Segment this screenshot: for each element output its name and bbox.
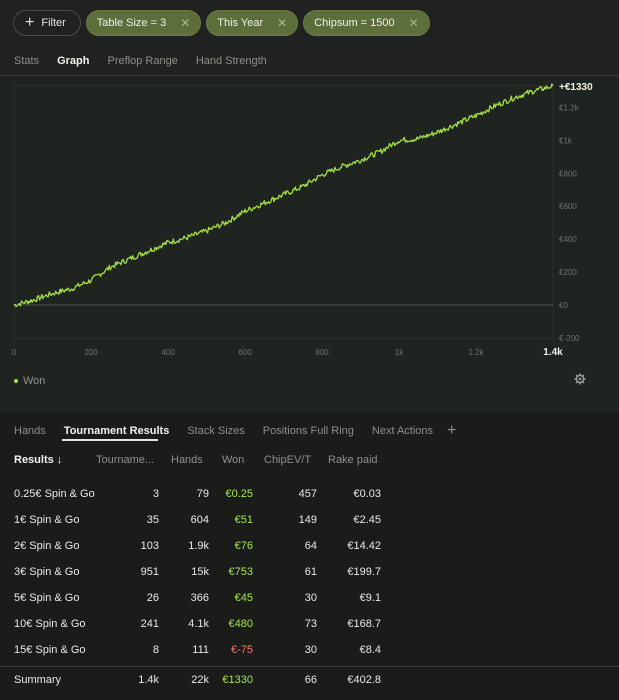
tab-stats[interactable]: Stats (14, 55, 40, 67)
y-tick-label: €400 (559, 235, 577, 244)
x-tick-label: 200 (84, 348, 98, 357)
tab-next-actions[interactable]: Next Actions (371, 425, 434, 437)
plot-frame (13, 85, 554, 339)
chart-tabs: Stats Graph Preflop Range Hand Strength (14, 55, 267, 67)
y-tick-label: €600 (559, 202, 577, 211)
filter-chip-chipsum[interactable]: Chipsum = 1500 ✕ (303, 10, 430, 36)
close-icon[interactable]: ✕ (277, 16, 288, 30)
y-tick-label: €200 (559, 268, 577, 277)
tab-tournament-results[interactable]: Tournament Results (63, 425, 170, 437)
summary-row: Summary 1.4k 22k €1330 66 €402.8 (14, 674, 381, 686)
col-rake[interactable]: Rake paid (328, 454, 378, 466)
x-tick-label: 400 (161, 348, 175, 357)
tab-stack-sizes[interactable]: Stack Sizes (187, 425, 245, 437)
col-tournaments[interactable]: Tourname... (96, 454, 155, 466)
x-tick-label: 1.4k (543, 347, 563, 358)
x-tick-label: 0 (12, 348, 17, 357)
filter-chip-label: This Year (217, 17, 264, 29)
filter-bar: + Filter Table Size = 3 ✕ This Year ✕ Ch… (13, 10, 430, 36)
tab-hands[interactable]: Hands (14, 425, 46, 437)
table-row[interactable]: 15€ Spin & Go 8 111 €-75 30 €8.4 (14, 644, 381, 656)
table-row[interactable]: 3€ Spin & Go 951 15k €753 61 €199.7 (14, 566, 381, 578)
table-header: Results ↓ Tourname... Hands Won ChipEV/T… (0, 454, 619, 474)
y-tick-label: €800 (559, 169, 577, 178)
filter-chip-label: Table Size = 3 (96, 17, 167, 29)
legend-won-label: Won (23, 375, 46, 387)
add-tab-icon[interactable]: + (447, 422, 457, 439)
table-row[interactable]: 1€ Spin & Go 35 604 €51 149 €2.45 (14, 514, 381, 526)
summary-divider (0, 666, 619, 667)
x-tick-label: 1.2k (468, 348, 484, 357)
tab-preflop-range[interactable]: Preflop Range (107, 55, 178, 67)
close-icon[interactable]: ✕ (408, 16, 419, 30)
legend-dot-icon (14, 379, 18, 383)
gear-icon[interactable] (574, 373, 586, 385)
tab-graph[interactable]: Graph (57, 55, 90, 67)
table-row[interactable]: 10€ Spin & Go 241 4.1k €480 73 €168.7 (14, 618, 381, 630)
col-results[interactable]: Results ↓ (14, 454, 63, 466)
results-panel: Hands Tournament Results Stack Sizes Pos… (0, 412, 619, 700)
won-chart: €-200 €0 €200 €400 €600 €800 €1k €1.2k 0 200 400 60… (0, 76, 619, 416)
y-tick-label: €1.2k (559, 103, 580, 112)
table-row[interactable]: 5€ Spin & Go 26 366 €45 30 €9.1 (14, 592, 381, 604)
filter-label: Filter (41, 17, 66, 29)
won-series-line (13, 83, 554, 308)
y-tick-label: €1k (559, 136, 573, 145)
col-chipev[interactable]: ChipEV/T (264, 454, 312, 466)
tab-positions-full-ring[interactable]: Positions Full Ring (262, 425, 354, 437)
filter-chip-table-size[interactable]: Table Size = 3 ✕ (85, 10, 202, 36)
y-tick-label: €-200 (559, 334, 580, 343)
chart-svg: €-200 €0 €200 €400 €600 €800 €1k €1.2k 0 200 400 60… (12, 82, 593, 358)
tab-hand-strength[interactable]: Hand Strength (195, 55, 267, 67)
close-icon[interactable]: ✕ (180, 16, 191, 30)
final-value-label: +€1330 (559, 82, 593, 93)
x-tick-label: 600 (238, 348, 252, 357)
x-tick-label: 800 (315, 348, 329, 357)
table-row[interactable]: 0.25€ Spin & Go 3 79 €0.25 457 €0.03 (14, 488, 381, 500)
results-tabs: Hands Tournament Results Stack Sizes Pos… (14, 422, 456, 440)
filter-chip-this-year[interactable]: This Year ✕ (206, 10, 299, 36)
col-won[interactable]: Won (222, 454, 245, 466)
plus-icon: + (25, 14, 35, 31)
chart-legend[interactable]: Won (14, 375, 45, 387)
table-row[interactable]: 2€ Spin & Go 103 1.9k €76 64 €14.42 (14, 540, 381, 552)
y-tick-label: €0 (559, 301, 568, 310)
filter-chip-label: Chipsum = 1500 (314, 17, 395, 29)
divider (0, 75, 619, 76)
col-hands[interactable]: Hands (171, 454, 203, 466)
x-tick-label: 1k (395, 348, 404, 357)
filter-button[interactable]: + Filter (13, 10, 81, 36)
active-tab-indicator (62, 439, 158, 441)
